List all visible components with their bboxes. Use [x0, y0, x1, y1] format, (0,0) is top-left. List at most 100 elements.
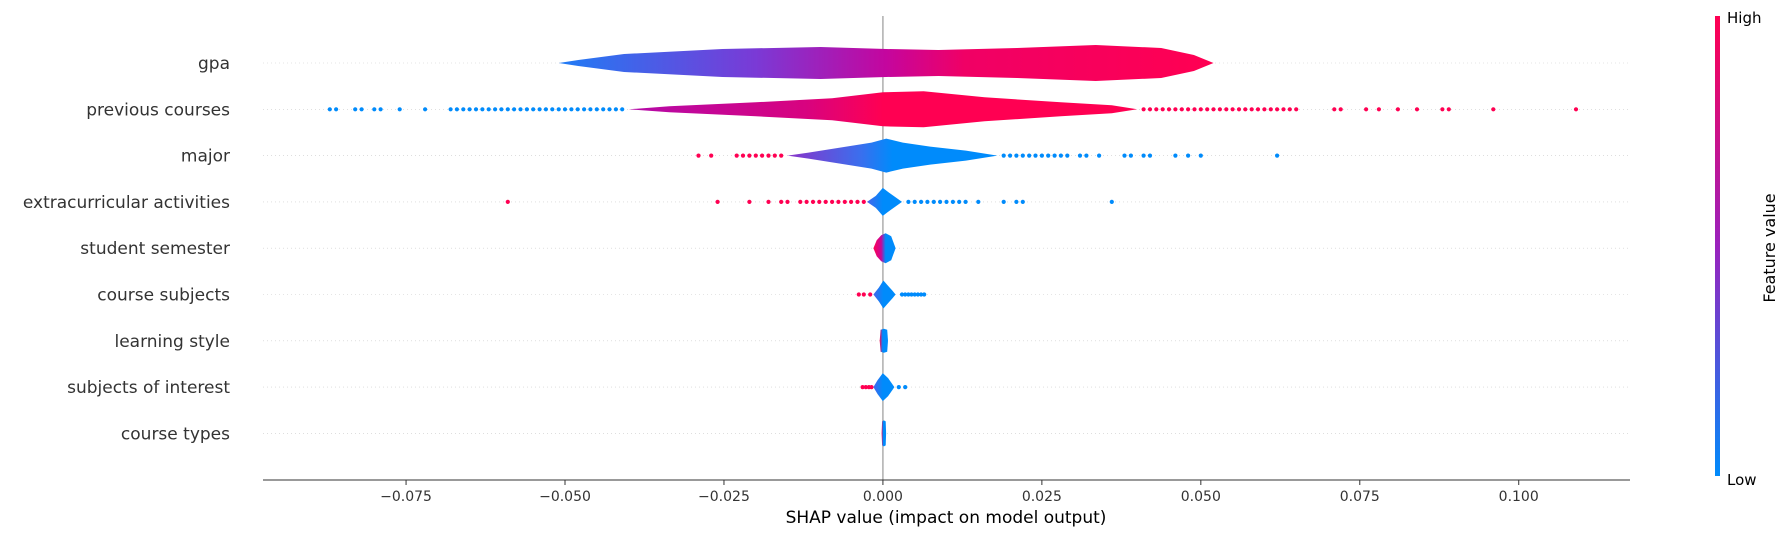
dot-low [1275, 153, 1280, 158]
dot-high [830, 199, 835, 204]
dot-low [1020, 199, 1025, 204]
x-tick-label: 0.100 [1499, 489, 1539, 505]
dot-low [499, 107, 504, 112]
dot-high [856, 292, 861, 297]
dot-high [766, 153, 771, 158]
violin-shape [787, 138, 998, 173]
dot-high [760, 153, 765, 158]
dot-high [817, 199, 822, 204]
dot-low [1027, 153, 1032, 158]
dot-high [1446, 107, 1451, 112]
dot-low [976, 199, 981, 204]
dot-low [334, 107, 339, 112]
dot-low [906, 199, 911, 204]
dot-low [963, 199, 968, 204]
feature-label: course subjects [97, 286, 230, 306]
dot-high [861, 199, 866, 204]
dot-high [804, 199, 809, 204]
dot-high [1262, 107, 1267, 112]
dot-high [1217, 107, 1222, 112]
dot-high [1573, 107, 1579, 112]
dot-low [1084, 153, 1089, 158]
x-tick-label: 0.000 [863, 489, 903, 505]
dot-low [896, 385, 901, 390]
dot-high [1236, 107, 1242, 112]
dot-low [1109, 199, 1114, 204]
x-tick-label: −0.025 [698, 489, 750, 505]
dot-high [1230, 107, 1235, 112]
dot-low [912, 292, 917, 297]
violin-shape [881, 420, 887, 447]
colorbar-low-label: Low [1727, 471, 1757, 489]
dot-high [747, 199, 752, 204]
dot-high [1395, 107, 1400, 112]
dot-low [575, 107, 580, 112]
dot-high [772, 153, 777, 158]
dot-high [1287, 107, 1292, 112]
dot-low [582, 107, 587, 112]
dot-high [1255, 107, 1261, 112]
dot-high [1141, 107, 1146, 112]
dot-high [836, 199, 841, 204]
dot-high [798, 199, 803, 204]
violin-shape [558, 45, 1214, 81]
dot-low [518, 107, 523, 112]
violin-shape [867, 187, 902, 216]
dot-low [550, 107, 555, 112]
dot-high [1243, 107, 1248, 112]
dot-low [899, 292, 905, 297]
dots-layer [327, 107, 1579, 390]
dot-low [1141, 153, 1146, 158]
dot-high [747, 153, 752, 158]
dot-low [931, 199, 936, 204]
dot-high [868, 292, 873, 297]
dot-high [842, 199, 847, 204]
dot-low [1198, 153, 1203, 158]
dot-low [493, 107, 498, 112]
dot-low [607, 107, 612, 112]
dot-high [1281, 107, 1286, 112]
dot-high [810, 199, 816, 204]
dot-high [849, 199, 854, 204]
feature-label: extracurricular activities [23, 193, 230, 213]
dot-low [588, 107, 593, 112]
feature-label: subjects of interest [67, 378, 230, 398]
dot-low [353, 107, 358, 112]
dot-high [860, 385, 865, 390]
dot-low [1020, 153, 1025, 158]
dot-low [1147, 153, 1153, 158]
dot-low [505, 107, 510, 112]
dot-high [1192, 107, 1197, 112]
dot-low [1186, 153, 1191, 158]
violin-shape [879, 328, 888, 353]
dot-high [1224, 107, 1229, 112]
dot-low [915, 292, 921, 297]
colorbar [1715, 16, 1720, 476]
x-tick-label: −0.075 [380, 489, 432, 505]
feature-label: course types [121, 424, 230, 444]
dot-low [620, 107, 625, 112]
dot-high [1205, 107, 1210, 112]
dot-high [734, 153, 739, 158]
dot-low [359, 107, 364, 112]
colorbar-title: Feature value [1760, 193, 1779, 302]
dot-high [715, 199, 720, 204]
dot-low [511, 107, 517, 112]
dot-low [950, 199, 956, 204]
dot-high [1173, 107, 1178, 112]
dot-low [537, 107, 542, 112]
dot-high [1440, 107, 1445, 112]
dot-low [1058, 153, 1063, 158]
dot-low [1014, 199, 1019, 204]
feature-label: previous courses [86, 100, 230, 120]
dot-low [562, 107, 568, 112]
x-tick-label: 0.050 [1181, 489, 1221, 505]
dot-low [480, 107, 485, 112]
dot-low [594, 107, 599, 112]
dot-low [397, 107, 402, 112]
dot-low [903, 292, 908, 297]
dot-low [925, 199, 930, 204]
dot-low [1001, 153, 1006, 158]
dot-low [1008, 153, 1013, 158]
dot-high [823, 199, 828, 204]
